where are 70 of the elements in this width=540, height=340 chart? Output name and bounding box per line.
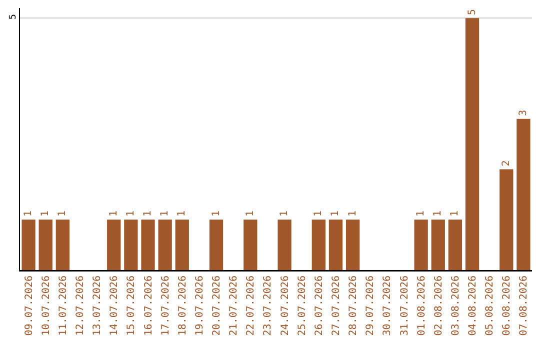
data-label: 1: [108, 210, 120, 217]
x-tick-label: 28.07.2026: [348, 276, 360, 336]
data-label: 1: [142, 210, 154, 217]
x-tick-label: 05.08.2026: [484, 276, 496, 336]
bar: [465, 18, 480, 270]
bar: [124, 220, 138, 270]
bar: [158, 220, 172, 270]
x-tick-label: 30.07.2026: [382, 276, 394, 336]
x-tick-label: 25.07.2026: [296, 276, 308, 336]
bar: [141, 220, 155, 270]
x-tick-label: 31.07.2026: [399, 276, 410, 336]
x-tick-label: 04.08.2026: [468, 276, 479, 336]
x-tick-label: 17.07.2026: [160, 276, 172, 336]
data-label: 1: [416, 210, 427, 217]
x-tick-label: 07.08.2026: [518, 276, 530, 336]
x-tick-label: 29.07.2026: [365, 276, 376, 336]
data-label: 1: [313, 210, 324, 217]
x-tick-label: 27.07.2026: [330, 276, 342, 336]
data-label: 1: [279, 210, 290, 217]
x-tick-label: 23.07.2026: [262, 276, 274, 336]
data-label: 1: [40, 210, 52, 217]
x-tick-label: 22.07.2026: [246, 276, 257, 336]
data-label: 1: [432, 210, 444, 217]
data-label: 1: [160, 210, 171, 217]
bar: [431, 220, 445, 270]
bar: [38, 220, 52, 270]
x-tick-label: 20.07.2026: [212, 276, 223, 336]
data-label: 1: [347, 210, 358, 217]
bar: [278, 220, 292, 270]
bar: [22, 220, 36, 270]
x-tick-label: 14.07.2026: [109, 276, 120, 336]
x-tick-label: 02.08.2026: [433, 276, 444, 336]
x-tick-label: 24.07.2026: [280, 276, 291, 336]
x-tick-label: 26.07.2026: [314, 276, 325, 336]
data-label: 1: [210, 210, 222, 217]
data-label: 1: [450, 210, 461, 217]
bar: [209, 220, 224, 270]
data-label: 1: [244, 210, 256, 217]
bar: [328, 220, 343, 270]
bar: [244, 220, 258, 270]
x-tick-label: 18.07.2026: [177, 276, 188, 336]
x-tick-label: 15.07.2026: [126, 276, 138, 336]
data-label: 1: [176, 210, 188, 217]
x-tick-label: 21.07.2026: [228, 276, 240, 336]
bar: [175, 220, 189, 270]
x-tick-label: 19.07.2026: [194, 276, 206, 336]
bar: [516, 118, 530, 270]
data-label: 2: [500, 160, 512, 166]
bar: [500, 169, 514, 270]
x-tick-label: 10.07.2026: [40, 276, 52, 336]
data-label: 1: [330, 210, 342, 217]
x-tick-label: 16.07.2026: [143, 276, 154, 336]
data-label: 5: [466, 9, 478, 16]
bar: [56, 220, 70, 270]
x-tick-label: 03.08.2026: [450, 276, 462, 336]
bar: [448, 220, 462, 270]
data-label: 3: [518, 110, 529, 116]
data-label: 1: [125, 210, 136, 217]
x-tick-label: 13.07.2026: [92, 276, 104, 336]
data-label: 1: [23, 210, 34, 217]
data-label: 1: [57, 210, 68, 217]
bar: [107, 220, 121, 270]
bar: [414, 220, 428, 270]
x-tick-label: 12.07.2026: [74, 276, 86, 336]
bar: [346, 220, 360, 270]
x-tick-label: 01.08.2026: [416, 276, 428, 336]
x-tick-label: 09.07.2026: [24, 276, 35, 336]
x-tick-label: 06.08.2026: [502, 276, 513, 336]
bar: [312, 220, 326, 270]
x-tick-label: 11.07.2026: [58, 276, 69, 336]
